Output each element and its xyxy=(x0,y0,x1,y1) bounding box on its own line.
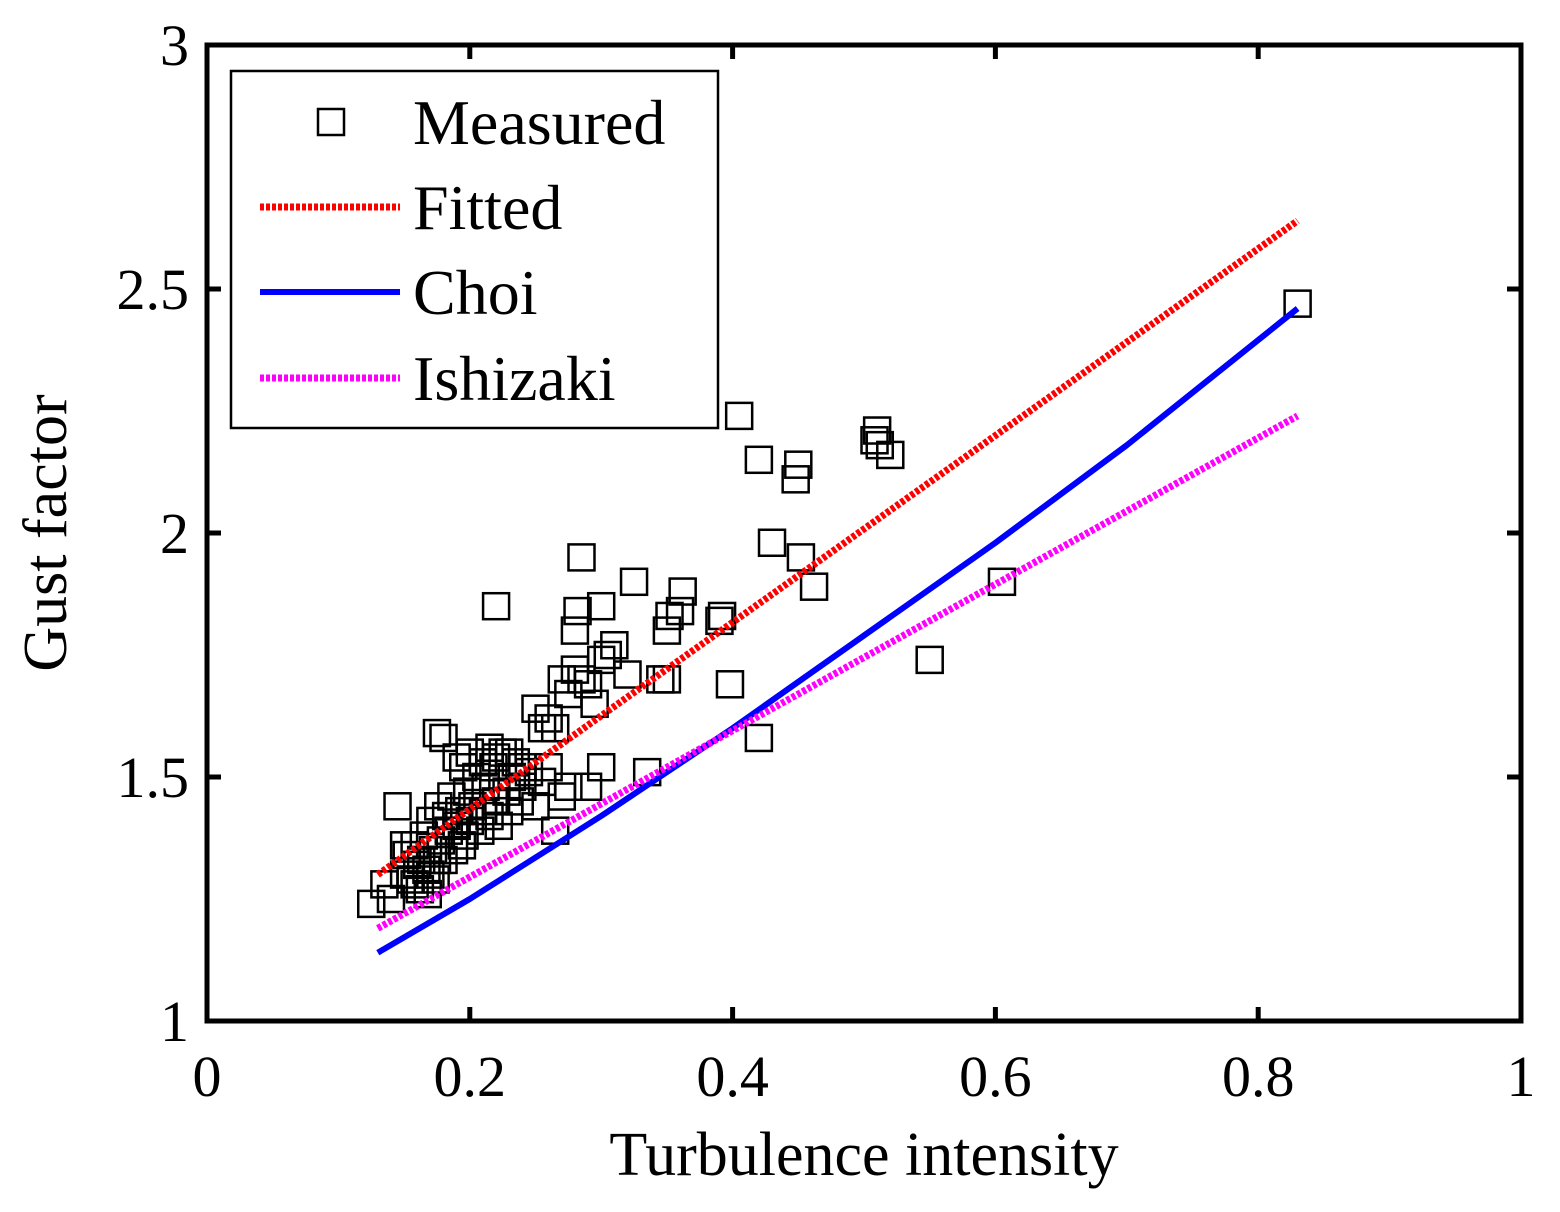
data-point xyxy=(437,782,466,811)
data-point xyxy=(497,762,527,792)
x-tick-label: 0.4 xyxy=(696,1044,769,1109)
data-point xyxy=(668,577,697,606)
x-tick-label: 0.8 xyxy=(1222,1044,1295,1109)
legend-box xyxy=(229,69,720,430)
x-axis-label: Turbulence intensity xyxy=(609,1121,1118,1189)
legend-marker-measured xyxy=(316,107,346,137)
series-fitted-line xyxy=(375,217,1300,878)
data-point xyxy=(508,752,537,782)
data-point xyxy=(600,630,629,660)
data-point xyxy=(744,723,774,753)
y-tick-label: 3 xyxy=(160,13,189,78)
data-point xyxy=(860,426,889,455)
legend-label-choi: Choi xyxy=(413,257,537,328)
series-choi-line xyxy=(376,306,1300,956)
data-point xyxy=(450,821,479,850)
legend-label-ishizaki: Ishizaki xyxy=(413,343,616,414)
data-point xyxy=(560,616,590,645)
data-point xyxy=(786,543,816,572)
data-point xyxy=(383,792,412,821)
series-ishizaki-line xyxy=(376,412,1300,932)
data-point xyxy=(567,543,596,572)
x-tick-label: 0.2 xyxy=(434,1044,507,1109)
data-point xyxy=(915,645,944,675)
y-tick-label: 1.5 xyxy=(117,745,190,810)
data-point xyxy=(744,445,774,475)
data-point xyxy=(724,401,754,431)
y-tick-label: 1 xyxy=(160,989,189,1054)
data-point xyxy=(586,752,616,782)
y-tick-label: 2 xyxy=(160,501,189,566)
data-point xyxy=(784,450,813,479)
data-point xyxy=(422,718,452,748)
legend: Measured Fitted Choi Ishizaki xyxy=(229,69,720,430)
x-tick-label: 0 xyxy=(193,1044,222,1109)
data-point xyxy=(484,811,513,841)
data-point xyxy=(865,430,895,460)
x-tick-label: 1 xyxy=(1507,1044,1536,1109)
data-point xyxy=(987,567,1017,597)
data-point xyxy=(452,777,482,806)
data-point xyxy=(619,567,649,597)
data-point xyxy=(781,465,810,494)
data-point xyxy=(593,640,623,670)
data-point xyxy=(540,713,570,743)
data-point xyxy=(448,752,478,782)
data-point xyxy=(413,879,443,909)
x-tick-label: 0.6 xyxy=(959,1044,1032,1109)
data-point xyxy=(475,801,504,831)
data-point xyxy=(416,860,445,889)
data-point xyxy=(475,733,504,762)
data-point xyxy=(876,440,905,470)
data-point xyxy=(481,591,511,621)
data-point xyxy=(799,572,829,601)
data-point xyxy=(505,787,534,816)
legend-label-fitted: Fitted xyxy=(413,172,562,243)
series-layer xyxy=(357,217,1312,956)
legend-label-measured: Measured xyxy=(413,87,665,158)
data-point xyxy=(665,596,695,626)
data-point xyxy=(1283,289,1312,318)
data-point xyxy=(534,704,563,733)
data-point xyxy=(715,670,745,699)
data-point xyxy=(447,831,477,860)
data-point xyxy=(563,596,592,626)
data-point xyxy=(422,845,452,875)
y-tick-label: 2.5 xyxy=(117,257,190,322)
axes: 0 0.2 0.4 0.6 0.8 1 1 1.5 2 2.5 3 xyxy=(117,13,1536,1109)
y-axis-label: Gust factor xyxy=(12,394,80,672)
data-point xyxy=(580,689,609,719)
data-point xyxy=(757,528,787,558)
data-point xyxy=(613,660,642,689)
data-point xyxy=(466,816,495,845)
data-point xyxy=(554,772,583,802)
data-point xyxy=(439,835,469,865)
data-point xyxy=(586,591,616,621)
